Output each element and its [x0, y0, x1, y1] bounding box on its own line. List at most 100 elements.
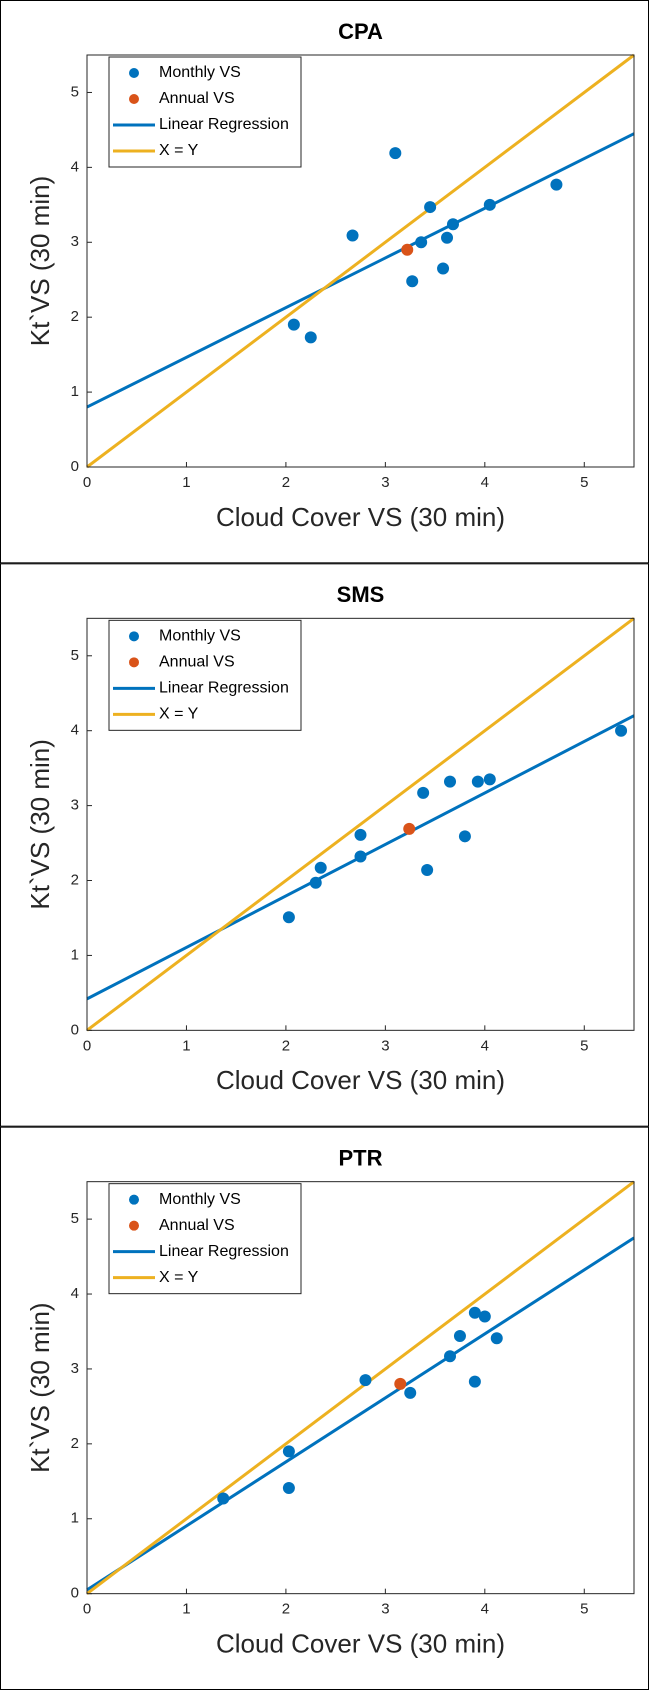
x-tick-label: 3	[381, 1601, 389, 1618]
x-tick-label: 3	[381, 474, 389, 491]
x-tick-label: 1	[182, 1601, 190, 1618]
point	[354, 850, 367, 863]
y-tick-label: 4	[71, 722, 79, 739]
point	[217, 1492, 230, 1505]
legend-label: Annual VS	[159, 654, 235, 671]
point	[453, 1329, 466, 1342]
legend-label: X = Y	[159, 1269, 199, 1286]
legend-label: Monthly VS	[159, 1191, 241, 1208]
y-axis-label: Kt`VS (30 min)	[25, 176, 55, 347]
point	[421, 864, 434, 877]
legend-label: X = Y	[159, 706, 199, 723]
point	[483, 198, 496, 211]
point	[394, 1377, 407, 1390]
point	[359, 1374, 372, 1387]
point	[287, 318, 300, 331]
axes-box	[86, 617, 635, 1031]
y-tick-label: 2	[71, 308, 79, 325]
legend-label: Linear Regression	[159, 116, 289, 133]
point	[401, 243, 414, 256]
point	[282, 1482, 295, 1495]
legend-box	[108, 56, 302, 168]
plot-layer	[86, 617, 635, 1032]
legend-label: Linear Regression	[159, 680, 289, 697]
point	[424, 201, 437, 214]
point	[406, 275, 419, 288]
point	[389, 147, 402, 160]
x-tick-label: 1	[182, 1037, 190, 1054]
y-tick-label: 3	[71, 797, 79, 814]
y-tick-label: 5	[71, 83, 79, 100]
panel: PTR 0 1 2 3 4 5 0 1 2 3 4 5 Cloud Cover VS (30 min) Kt…	[0, 1126, 649, 1690]
point	[550, 178, 563, 191]
x-tick-label: 5	[580, 1601, 588, 1618]
x-tick-label: 3	[381, 1037, 389, 1054]
legend-label: Monthly VS	[159, 64, 241, 81]
line	[86, 617, 635, 1032]
point	[458, 830, 471, 843]
point	[282, 1445, 295, 1458]
point	[403, 822, 416, 835]
y-tick-label: 0	[71, 458, 79, 475]
point	[441, 231, 454, 244]
point	[468, 1306, 481, 1319]
point	[314, 861, 327, 874]
plot-layer	[86, 1180, 635, 1595]
y-tick-label: 1	[71, 946, 79, 963]
point	[404, 1386, 417, 1399]
point	[346, 229, 359, 242]
x-tick-label: 2	[282, 1601, 290, 1618]
x-tick-label: 0	[83, 474, 91, 491]
point	[444, 1350, 457, 1363]
y-tick-label: 0	[71, 1585, 79, 1602]
axes-box	[86, 54, 635, 468]
legend-swatch	[129, 1194, 139, 1205]
point	[468, 1375, 481, 1388]
line	[86, 1180, 635, 1595]
legend-swatch	[129, 631, 139, 642]
chart-title: PTR	[339, 1145, 383, 1170]
point	[490, 1332, 503, 1345]
x-tick-label: 0	[83, 1601, 91, 1618]
axes-box	[86, 1181, 635, 1595]
line	[86, 1236, 635, 1592]
point	[415, 236, 428, 249]
x-axis-label: Cloud Cover VS (30 min)	[216, 1065, 505, 1095]
point	[437, 262, 450, 275]
legend-swatch	[129, 1220, 139, 1231]
point	[282, 911, 295, 924]
line	[86, 132, 635, 409]
y-tick-label: 5	[71, 647, 79, 664]
point	[471, 775, 484, 788]
legend-label: Annual VS	[159, 1217, 235, 1234]
y-tick-label: 3	[71, 233, 79, 250]
point	[478, 1310, 491, 1323]
legend-label: X = Y	[159, 142, 199, 159]
point	[354, 828, 367, 841]
y-tick-label: 0	[71, 1021, 79, 1038]
point	[615, 724, 628, 737]
y-tick-label: 1	[71, 1510, 79, 1527]
point	[444, 775, 457, 788]
x-tick-label: 4	[481, 1037, 489, 1054]
x-axis-label: Cloud Cover VS (30 min)	[216, 1629, 505, 1659]
y-tick-label: 3	[71, 1360, 79, 1377]
x-tick-label: 5	[580, 474, 588, 491]
point	[304, 331, 317, 344]
legend-box	[108, 1183, 302, 1295]
x-tick-label: 4	[481, 474, 489, 491]
y-tick-label: 2	[71, 871, 79, 888]
legend-label: Monthly VS	[159, 628, 241, 645]
point	[417, 786, 430, 799]
x-tick-label: 1	[182, 474, 190, 491]
y-tick-label: 4	[71, 1285, 79, 1302]
legend-box	[108, 619, 302, 731]
legend-swatch	[129, 94, 139, 104]
x-tick-label: 4	[481, 1601, 489, 1618]
legend-label: Annual VS	[159, 90, 235, 107]
x-tick-label: 0	[83, 1037, 91, 1054]
y-axis-label: Kt`VS (30 min)	[25, 739, 55, 910]
line	[86, 53, 635, 469]
